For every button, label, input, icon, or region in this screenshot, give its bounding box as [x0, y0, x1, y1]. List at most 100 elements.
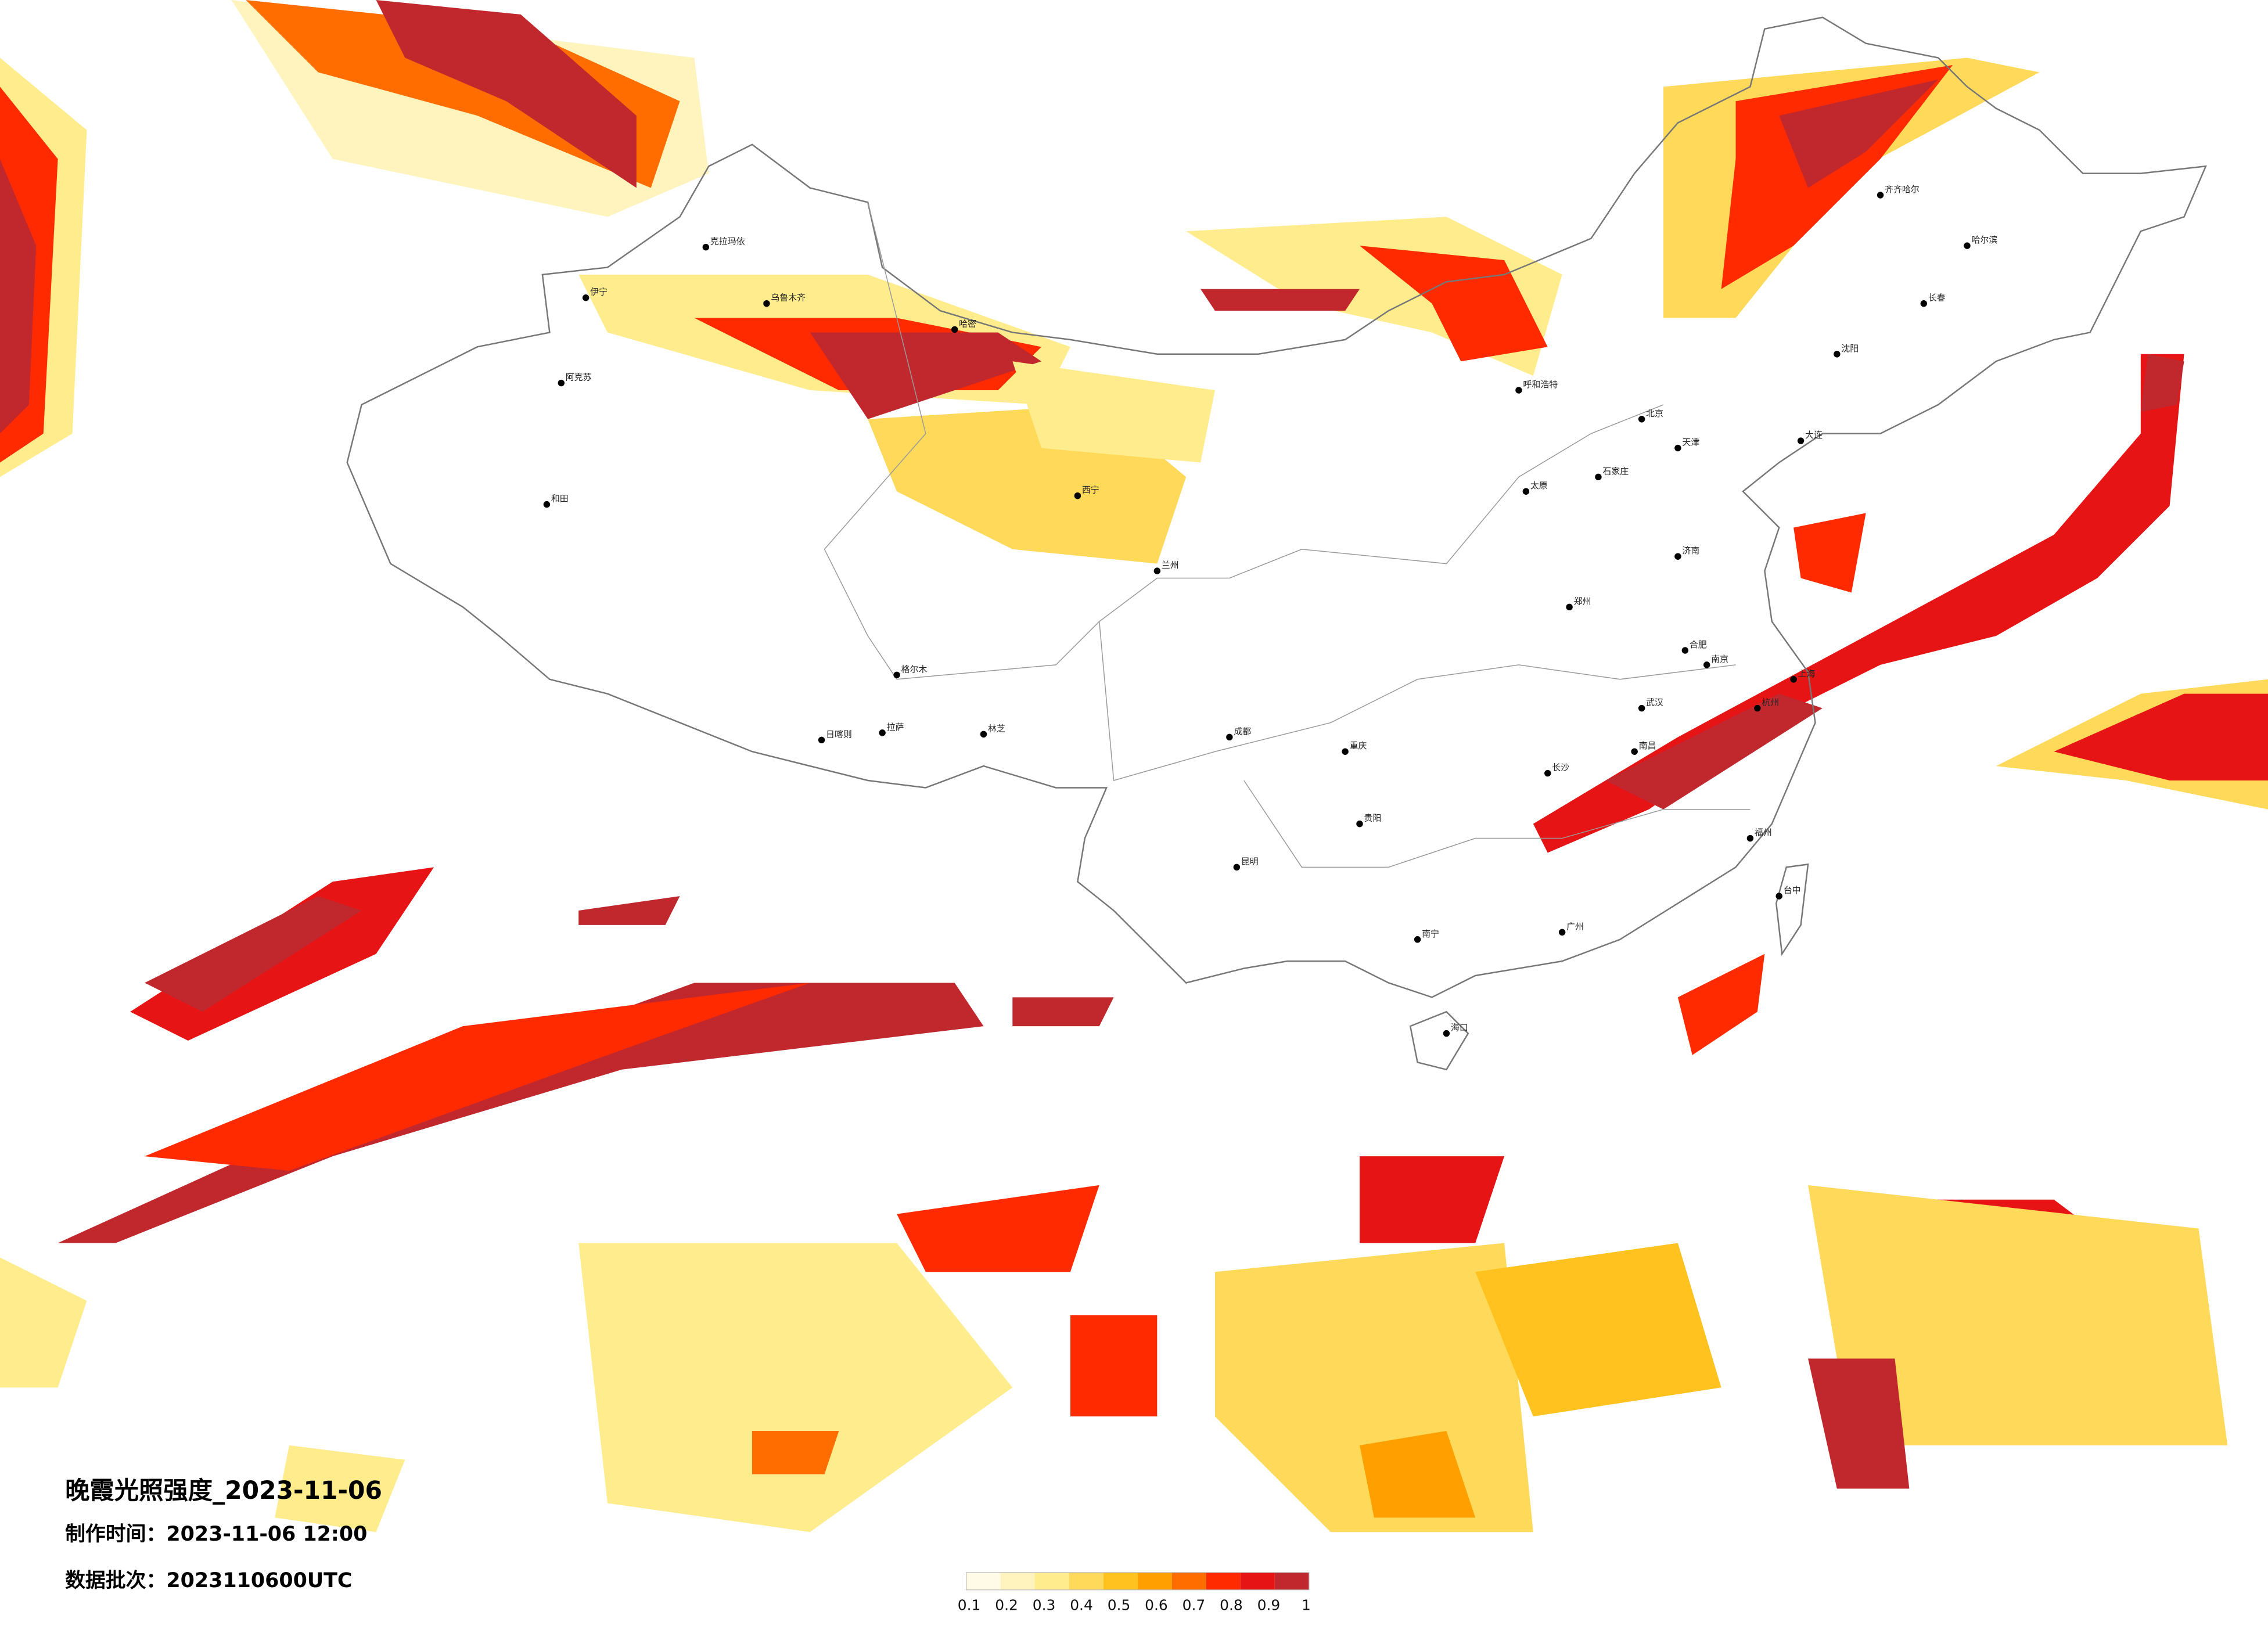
colorbar-tick-label: 0.9 — [1257, 1597, 1281, 1614]
data-batch: 数据批次：2023110600UTC — [65, 1569, 352, 1592]
city-label: 长春 — [1928, 293, 1946, 303]
colorbar-swatch — [1103, 1572, 1138, 1590]
intensity-area — [2140, 354, 2184, 412]
city-label: 齐齐哈尔 — [1885, 184, 1920, 195]
city-label: 沈阳 — [1841, 343, 1859, 354]
city-dot — [1153, 567, 1161, 574]
city-label: 伊宁 — [590, 287, 608, 297]
intensity-area — [1360, 1431, 1476, 1518]
city-label: 兰州 — [1162, 560, 1179, 570]
city-dot — [1566, 603, 1573, 611]
city-dot — [1877, 192, 1884, 199]
intensity-area — [1808, 1185, 2228, 1445]
colorbar: 0.1 0.2 0.3 0.4 0.5 0.6 0.7 0.8 0.9 1 — [958, 1572, 1311, 1614]
intensity-area — [145, 896, 362, 1012]
city-label: 济南 — [1682, 545, 1699, 556]
city-label: 乌鲁木齐 — [771, 293, 806, 303]
intensity-area — [578, 1243, 1013, 1533]
city-label: 贵阳 — [1364, 813, 1381, 823]
intensity-area — [1012, 361, 1215, 463]
city-dot — [1964, 242, 1971, 249]
taiwan — [1775, 863, 1809, 956]
colorbar-tick-label: 0.3 — [1033, 1597, 1056, 1614]
colorbar-swatch — [1206, 1572, 1241, 1590]
city-dot — [1356, 820, 1363, 828]
city-label: 台中 — [1784, 885, 1801, 895]
city-dot — [1443, 1030, 1450, 1037]
city-label: 合肥 — [1690, 639, 1707, 650]
intensity-area — [0, 1257, 87, 1388]
colorbar-frame — [965, 1572, 1310, 1591]
city-dot — [763, 300, 770, 307]
city-dot — [1638, 704, 1645, 712]
city-dot — [1674, 444, 1681, 452]
city-dot — [1342, 748, 1349, 755]
city-dot — [1074, 492, 1081, 499]
city-label: 日喀则 — [826, 729, 852, 739]
city-label: 拉萨 — [887, 722, 904, 732]
colorbar-tick-label: 1 — [1302, 1597, 1311, 1614]
city-dot — [879, 729, 886, 736]
colorbar-swatch — [1274, 1572, 1309, 1590]
intensity-area — [1201, 289, 1360, 311]
colorbar-swatch — [966, 1572, 1001, 1590]
city-label: 西宁 — [1082, 485, 1099, 495]
city-dot — [1558, 929, 1566, 936]
hainan — [1409, 1010, 1469, 1071]
intensity-area — [752, 1431, 839, 1474]
intensity-area — [578, 896, 680, 925]
intensity-field — [0, 0, 2268, 1533]
intensity-area — [1012, 997, 1114, 1027]
city-dot — [558, 379, 565, 387]
city-label: 格尔木 — [901, 664, 928, 674]
city-label: 太原 — [1530, 480, 1548, 491]
city-label: 哈密 — [959, 318, 976, 329]
colorbar-tick-label: 0.4 — [1070, 1597, 1093, 1614]
city-label: 郑州 — [1574, 596, 1591, 606]
colorbar-swatch — [1069, 1572, 1104, 1590]
intensity-area — [1533, 354, 2184, 853]
city-label: 广州 — [1566, 921, 1584, 931]
city-dot — [1775, 893, 1782, 900]
colorbar-tick-label: 0.2 — [995, 1597, 1018, 1614]
intensity-area — [1793, 513, 1866, 593]
city-label: 南京 — [1711, 654, 1728, 664]
intensity-area — [275, 1445, 405, 1533]
colorbar-tick-label: 0.6 — [1145, 1597, 1168, 1614]
city-dot — [543, 501, 551, 508]
province-line — [1243, 780, 1751, 868]
city-label: 北京 — [1646, 408, 1663, 419]
intensity-area — [1360, 1156, 1505, 1243]
intensity-area — [897, 1185, 1099, 1272]
city-dot — [1674, 553, 1681, 560]
province-line — [1098, 621, 1736, 781]
intensity-area — [1605, 693, 1823, 810]
city-dot — [980, 731, 987, 738]
city-dot — [582, 294, 590, 301]
city-dot — [1638, 416, 1645, 423]
map-title: 晚霞光照强度_2023-11-06 — [65, 1476, 382, 1505]
city-dot — [818, 736, 825, 744]
city-label: 阿克苏 — [566, 372, 592, 383]
city-label: 南昌 — [1639, 740, 1656, 751]
city-label: 杭州 — [1762, 697, 1779, 708]
city-label: 海口 — [1451, 1023, 1468, 1033]
city-dot — [1522, 488, 1530, 495]
city-dot — [1233, 864, 1241, 871]
city-dot — [951, 326, 958, 333]
city-dot — [1631, 748, 1638, 755]
colorbar-tick-label: 0.1 — [958, 1597, 981, 1614]
city-label: 天津 — [1682, 437, 1699, 448]
intensity-area — [2054, 693, 2268, 780]
city-label: 武汉 — [1646, 697, 1663, 708]
intensity-area — [376, 0, 637, 188]
city-dot — [1834, 351, 1841, 358]
colorbar-tick-label: 0.8 — [1220, 1597, 1243, 1614]
city-label: 重庆 — [1350, 740, 1367, 751]
city-label: 昆明 — [1241, 856, 1259, 866]
city-label: 大连 — [1805, 430, 1823, 440]
city-dot — [1746, 834, 1754, 842]
